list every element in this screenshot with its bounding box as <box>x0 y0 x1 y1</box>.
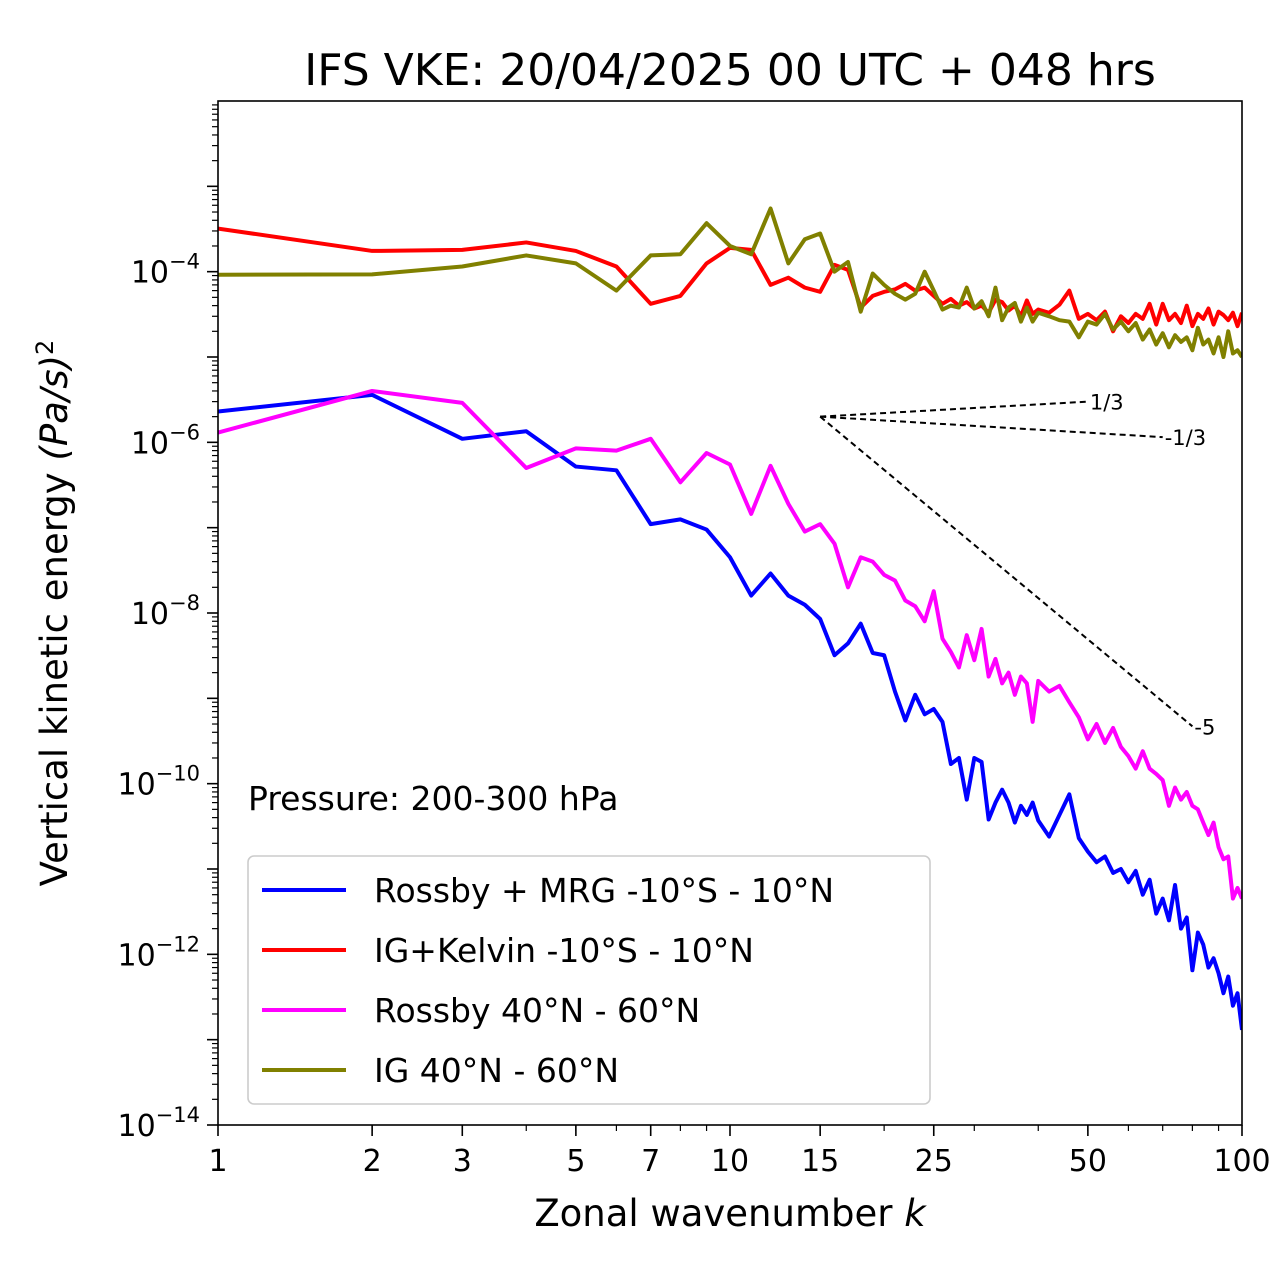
series-layer <box>218 206 1242 1031</box>
slope-label-2: -1/3 <box>1165 426 1206 450</box>
y-axis-label-text: Vertical kinetic energy <box>33 472 76 886</box>
slope-label-1: 1/3 <box>1090 391 1124 415</box>
plot-area: 1/3 -1/3 -5 <box>218 206 1242 1031</box>
y-tick-label: 10−4 <box>131 250 200 291</box>
legend-label-2: IG+Kelvin -10°S - 10°N <box>374 931 754 970</box>
slope-label-3: -5 <box>1194 715 1215 739</box>
legend: Rossby + MRG -10°S - 10°N IG+Kelvin -10°S… <box>247 855 931 1105</box>
slope-line-2 <box>820 415 1163 439</box>
slope-line-1 <box>820 400 1088 418</box>
x-tick-label: 1 <box>208 1144 227 1179</box>
y-tick-label: 10−6 <box>131 420 200 461</box>
y-axis-label-exp: 2 <box>31 340 59 355</box>
y-tick-label: 10−8 <box>131 591 200 632</box>
y-tick-label: 10−12 <box>117 932 200 973</box>
slope-line-3 <box>819 415 1194 728</box>
x-tick-label: 25 <box>915 1144 953 1179</box>
x-axis-label-var: k <box>904 1192 927 1235</box>
x-tick-label: 2 <box>363 1144 382 1179</box>
x-tick-label: 15 <box>801 1144 839 1179</box>
x-tick-label: 100 <box>1213 1144 1270 1179</box>
legend-label-3: Rossby 40°N - 60°N <box>374 991 700 1030</box>
chart-title: IFS VKE: 20/04/2025 00 UTC + 048 hrs <box>304 45 1156 96</box>
legend-label-4: IG 40°N - 60°N <box>374 1051 619 1090</box>
x-tick-label: 7 <box>641 1144 660 1179</box>
series-line-2 <box>218 226 1242 334</box>
x-axis-label-text: Zonal wavenumber <box>534 1192 893 1235</box>
y-axis: 10−14 10−12 10−10 10−8 10−6 10−4 <box>117 104 218 1144</box>
x-axis-label: Zonal wavenumber k <box>534 1192 927 1235</box>
y-tick-label: 10−10 <box>117 762 200 803</box>
y-axis-label: Vertical kinetic energy (Pa/s)2 <box>31 340 76 887</box>
series-line-3 <box>218 388 1242 901</box>
y-tick-label: 10−14 <box>117 1103 200 1144</box>
legend-label-1: Rossby + MRG -10°S - 10°N <box>374 871 834 910</box>
series-line-4 <box>218 206 1242 359</box>
y-axis-label-unit: (Pa/s) <box>33 355 76 461</box>
reference-slopes: 1/3 -1/3 -5 <box>819 391 1215 739</box>
legend-box <box>247 855 931 1105</box>
x-tick-label: 10 <box>711 1144 749 1179</box>
pressure-annotation: Pressure: 200-300 hPa <box>248 779 618 818</box>
x-tick-label: 3 <box>453 1144 472 1179</box>
series-line-1 <box>218 392 1242 1031</box>
x-tick-label: 5 <box>566 1144 585 1179</box>
x-axis: 1 2 3 5 7 10 15 25 50 100 <box>208 1125 1271 1179</box>
x-tick-label: 50 <box>1069 1144 1107 1179</box>
